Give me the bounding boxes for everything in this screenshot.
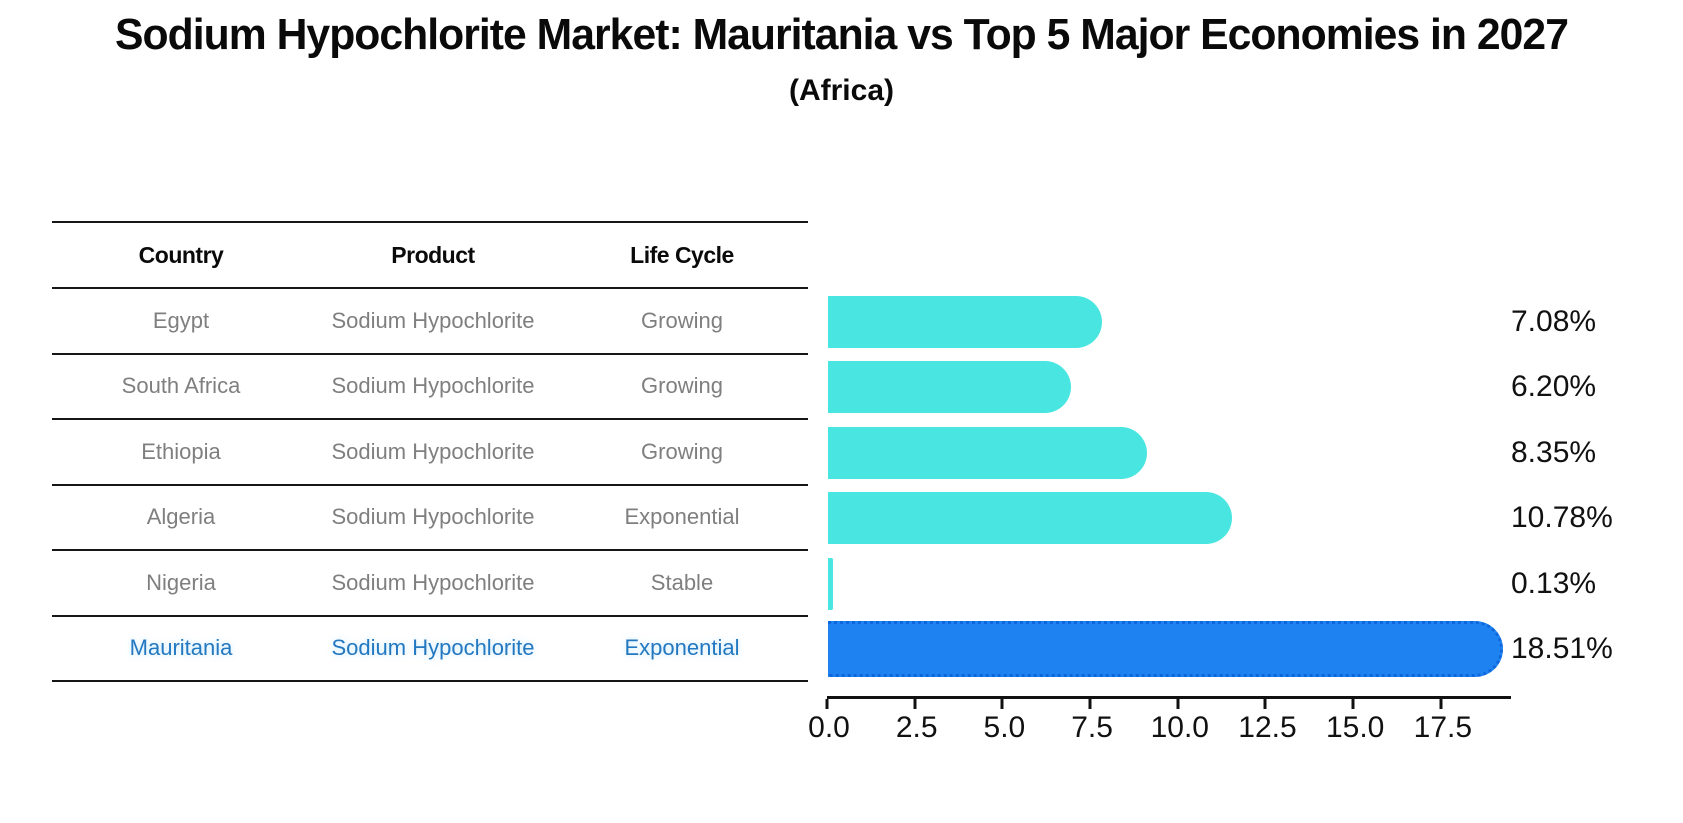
chart-title: Sodium Hypochlorite Market: Mauritania v…	[115, 10, 1569, 59]
x-axis-tick-label: 17.5	[1413, 711, 1473, 744]
cell-life-cycle: Growing	[641, 438, 723, 464]
bar-value-label: 18.51%	[1511, 632, 1613, 666]
x-axis-tick	[1088, 699, 1092, 709]
x-axis-tick-label: 5.0	[983, 711, 1026, 744]
x-axis-tick	[1263, 699, 1267, 709]
table-row-mauritania: Mauritania Sodium Hypochlorite Exponenti…	[52, 617, 808, 682]
chart-subtitle: (Africa)	[788, 74, 894, 107]
cell-country: Nigeria	[146, 569, 216, 595]
bar-egypt	[828, 295, 1103, 348]
bar-nigeria	[828, 557, 833, 610]
cell-product: Sodium Hypochlorite	[331, 307, 535, 333]
cell-country: South Africa	[121, 373, 241, 399]
cell-product: Sodium Hypochlorite	[331, 373, 535, 399]
cell-country: Ethiopia	[141, 438, 221, 464]
cell-life-cycle: Growing	[641, 373, 723, 399]
cell-product: Sodium Hypochlorite	[331, 504, 535, 530]
table-row-south-africa: South Africa Sodium Hypochlorite Growing	[52, 355, 808, 420]
bar-row-nigeria	[827, 551, 1511, 617]
x-axis-tick-label: 2.5	[895, 711, 938, 744]
bar-row-mauritania	[827, 617, 1511, 683]
bar-south-africa	[828, 361, 1072, 414]
cell-life-cycle: Stable	[650, 569, 714, 595]
x-axis-tick	[913, 699, 917, 709]
x-axis-tick-label: 15.0	[1325, 711, 1385, 744]
bar-value-label: 10.78%	[1511, 501, 1613, 535]
cell-life-cycle: Exponential	[624, 635, 740, 661]
x-axis-tick	[1000, 699, 1004, 709]
table-row-algeria: Algeria Sodium Hypochlorite Exponential	[52, 486, 808, 551]
column-header-life-cycle: Life Cycle	[630, 241, 734, 268]
bar-row-algeria	[827, 486, 1511, 552]
table-row-nigeria: Nigeria Sodium Hypochlorite Stable	[52, 551, 808, 617]
x-axis-tick-label: 10.0	[1150, 711, 1209, 744]
cell-product: Sodium Hypochlorite	[331, 569, 535, 595]
x-axis-tick	[1176, 699, 1180, 709]
cell-life-cycle: Exponential	[624, 504, 740, 530]
cell-product: Sodium Hypochlorite	[331, 438, 535, 464]
column-header-product: Product	[391, 241, 475, 268]
cell-country: Mauritania	[129, 635, 233, 661]
bar-value-label: 6.20%	[1511, 370, 1597, 404]
table-row-ethiopia: Ethiopia Sodium Hypochlorite Growing	[52, 420, 808, 486]
x-axis-tick	[825, 699, 829, 709]
cell-product: Sodium Hypochlorite	[331, 635, 535, 661]
bar-row-egypt	[827, 289, 1511, 355]
column-header-country: Country	[138, 241, 224, 268]
x-axis-tick	[1351, 699, 1355, 709]
cell-life-cycle: Growing	[641, 307, 723, 333]
x-axis-tick-label: 7.5	[1071, 711, 1113, 744]
bar-ethiopia	[828, 426, 1147, 479]
bar-algeria	[828, 492, 1233, 545]
bar-row-ethiopia	[827, 420, 1511, 486]
bar-row-south-africa	[827, 355, 1511, 421]
table-row-egypt: Egypt Sodium Hypochlorite Growing	[52, 289, 808, 355]
x-axis-line	[827, 696, 1511, 699]
bar-value-label: 0.13%	[1511, 566, 1597, 600]
cell-country: Algeria	[146, 504, 216, 530]
table-header-row: Country Product Life Cycle	[52, 223, 808, 289]
bar-mauritania	[828, 621, 1504, 678]
x-axis-tick-label: 12.5	[1238, 711, 1297, 744]
cell-country: Egypt	[152, 307, 210, 333]
bar-value-label: 7.08%	[1511, 304, 1597, 338]
bar-value-label: 8.35%	[1511, 435, 1597, 469]
x-axis-tick-label: 0.0	[808, 711, 850, 744]
bar-chart: 7.08% 6.20% 8.35% 10.78% 0.13% 18.51% 0.…	[808, 289, 1683, 789]
country-table: Country Product Life Cycle Egypt Sodium …	[52, 221, 808, 682]
x-axis-tick	[1439, 699, 1443, 709]
